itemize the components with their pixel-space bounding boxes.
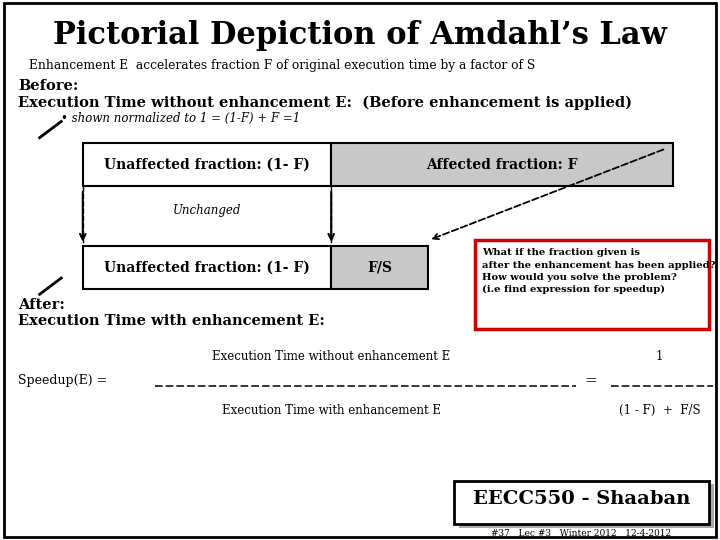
Text: (1 - F)  +  F/S: (1 - F) + F/S — [618, 404, 701, 417]
Text: Pictorial Depiction of Amdahl’s Law: Pictorial Depiction of Amdahl’s Law — [53, 19, 667, 51]
Bar — [459, 484, 714, 528]
Text: #37   Lec #3   Winter 2012   12-4-2012: #37 Lec #3 Winter 2012 12-4-2012 — [491, 529, 672, 538]
Text: Unaffected fraction: (1- F): Unaffected fraction: (1- F) — [104, 260, 310, 274]
Text: Speedup(E) =: Speedup(E) = — [18, 374, 112, 387]
Bar — [475, 240, 709, 329]
Text: Execution Time without enhancement E: Execution Time without enhancement E — [212, 350, 450, 363]
Text: 1: 1 — [656, 350, 663, 363]
Bar — [83, 143, 331, 186]
Text: Unchanged: Unchanged — [173, 204, 241, 217]
Bar — [454, 481, 709, 524]
Text: =: = — [584, 374, 597, 388]
Text: F/S: F/S — [367, 260, 392, 274]
Text: • shown normalized to 1 = (1-F) + F =1: • shown normalized to 1 = (1-F) + F =1 — [61, 112, 300, 125]
Text: Execution Time with enhancement E: Execution Time with enhancement E — [222, 404, 441, 417]
Text: EECC550 - Shaaban: EECC550 - Shaaban — [473, 490, 690, 509]
Bar — [331, 143, 673, 186]
Text: After:: After: — [18, 298, 65, 312]
Text: Before:: Before: — [18, 79, 78, 93]
Text: Execution Time without enhancement E:  (Before enhancement is applied): Execution Time without enhancement E: (B… — [18, 96, 632, 110]
Text: Unaffected fraction: (1- F): Unaffected fraction: (1- F) — [104, 158, 310, 172]
Text: Execution Time with enhancement E:: Execution Time with enhancement E: — [18, 314, 325, 328]
Text: Affected fraction: F: Affected fraction: F — [426, 158, 578, 172]
Text: What if the fraction given is
after the enhancement has been applied?
How would : What if the fraction given is after the … — [482, 248, 716, 294]
Bar — [331, 246, 428, 289]
Bar — [83, 246, 331, 289]
Text: Enhancement E  accelerates fraction F of original execution time by a factor of : Enhancement E accelerates fraction F of … — [29, 59, 535, 72]
